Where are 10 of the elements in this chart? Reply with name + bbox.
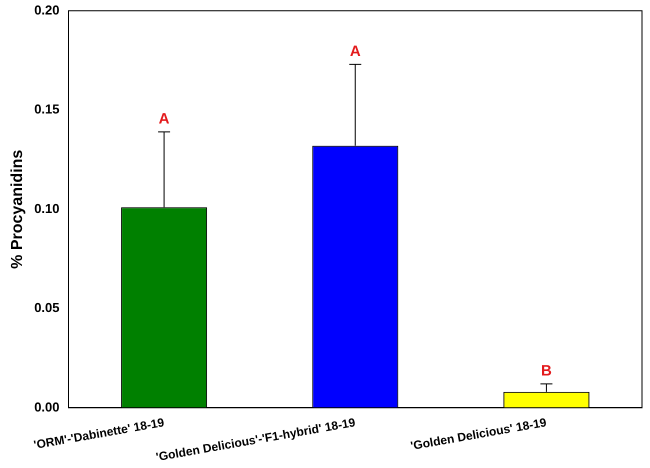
annotation: A bbox=[158, 110, 170, 128]
y-axis-title: % Procyanidins bbox=[9, 150, 26, 269]
annotation: A bbox=[350, 43, 361, 60]
y-tick-label: 0.15 bbox=[34, 102, 60, 117]
y-tick-label: 0.05 bbox=[34, 300, 60, 316]
x-tick-label: 'Golden Delicious' 18-19 bbox=[409, 415, 548, 453]
y-tick-label: 0.00 bbox=[34, 399, 60, 414]
y-tick-label: 0.10 bbox=[34, 200, 60, 216]
annotation: B bbox=[540, 362, 552, 380]
y-tick-label: 0.20 bbox=[34, 2, 60, 18]
